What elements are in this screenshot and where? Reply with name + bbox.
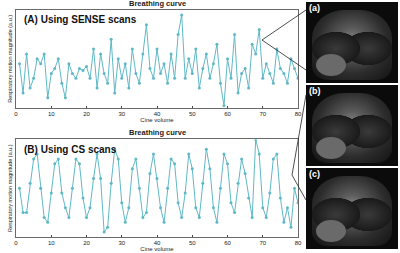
svg-text:60: 60 bbox=[224, 240, 231, 246]
svg-text:50: 50 bbox=[189, 240, 196, 246]
html-text:(b): (b) bbox=[309, 86, 321, 96]
svg-text:Respiratory motion magnitude (: Respiratory motion magnitude (a.u.) bbox=[7, 144, 13, 232]
svg-text:Cine volume: Cine volume bbox=[140, 117, 174, 123]
svg-text:(A) Using SENSE scans: (A) Using SENSE scans bbox=[24, 14, 137, 25]
svg-text:20: 20 bbox=[83, 240, 90, 246]
svg-text:10: 10 bbox=[48, 111, 55, 117]
svg-text:40: 40 bbox=[154, 240, 161, 246]
svg-text:Breathing curve: Breathing curve bbox=[129, 0, 186, 8]
svg-text:0: 0 bbox=[14, 111, 18, 117]
svg-text:30: 30 bbox=[118, 240, 125, 246]
svg-text:40: 40 bbox=[154, 111, 161, 117]
svg-text:60: 60 bbox=[224, 111, 231, 117]
svg-text:10: 10 bbox=[48, 240, 55, 246]
svg-text:Breathing curve: Breathing curve bbox=[129, 128, 186, 137]
svg-text:20: 20 bbox=[83, 111, 90, 117]
svg-text:Cine volume: Cine volume bbox=[140, 246, 174, 252]
svg-text:Respiratory motion magnitude (: Respiratory motion magnitude (a.u.) bbox=[7, 15, 13, 103]
svg-text:0: 0 bbox=[14, 240, 18, 246]
html-text:(a): (a) bbox=[309, 3, 320, 13]
svg-text:70: 70 bbox=[259, 111, 266, 117]
svg-text:80: 80 bbox=[295, 240, 302, 246]
html-text:(c): (c) bbox=[309, 169, 320, 179]
svg-text:30: 30 bbox=[118, 111, 125, 117]
svg-text:50: 50 bbox=[189, 111, 196, 117]
svg-text:80: 80 bbox=[295, 111, 302, 117]
svg-text:70: 70 bbox=[259, 240, 266, 246]
svg-text:(B) Using CS scans: (B) Using CS scans bbox=[24, 144, 117, 155]
